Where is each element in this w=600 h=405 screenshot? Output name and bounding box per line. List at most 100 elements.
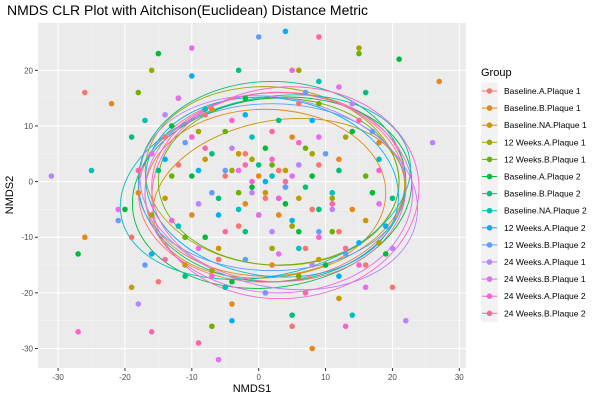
data-point — [275, 117, 282, 124]
data-point — [135, 89, 142, 96]
data-point — [262, 189, 269, 196]
data-point — [48, 173, 55, 179]
data-point — [148, 212, 155, 218]
legend-key-point — [486, 276, 493, 282]
legend-key-point — [486, 190, 493, 197]
legend-item: 24 Weeks.B.Plaque 1 — [481, 270, 586, 288]
x-tick-label: 0 — [256, 373, 261, 382]
data-point — [175, 162, 182, 168]
data-point — [182, 273, 188, 279]
ellipse-24-weeks-a-plaque-1 — [139, 95, 418, 291]
data-point — [195, 245, 202, 252]
x-tick-label: -30 — [52, 373, 64, 382]
x-tick-label: -10 — [186, 373, 198, 382]
data-point — [403, 317, 409, 324]
axes: -30 -20 -10 0 10 20 30 -30 -20 -10 0 10 20 — [21, 66, 464, 382]
data-point — [115, 217, 122, 224]
data-point — [242, 150, 249, 157]
data-point — [242, 95, 249, 101]
data-point — [329, 228, 336, 235]
data-point — [255, 212, 262, 218]
data-point — [222, 167, 229, 174]
legend-item: Baseline.A.Plaque 1 — [481, 82, 581, 100]
data-point — [296, 162, 302, 168]
data-point — [168, 123, 175, 129]
legend-key-point — [486, 88, 493, 94]
data-point — [296, 100, 302, 107]
ellipse-24-weeks-b-plaque-2 — [151, 92, 407, 283]
data-point — [148, 251, 155, 257]
data-point — [202, 112, 208, 118]
data-point — [82, 234, 88, 241]
data-point — [389, 245, 396, 252]
legend-label: Baseline.NA.Plaque 1 — [504, 120, 587, 130]
data-point — [229, 317, 235, 324]
data-point — [82, 89, 88, 96]
data-point — [349, 206, 356, 213]
data-point — [215, 195, 222, 202]
legend-label: 24 Weeks.B.Plaque 1 — [504, 274, 586, 284]
y-tick-label: -10 — [21, 233, 33, 242]
data-point — [235, 223, 242, 229]
data-point — [389, 195, 396, 202]
data-point — [362, 262, 369, 268]
data-point — [336, 295, 342, 302]
data-point — [316, 162, 322, 168]
data-point — [376, 139, 382, 146]
x-tick-label: 30 — [455, 373, 464, 382]
legend-key-point — [486, 293, 493, 300]
legend-label: Baseline.B.Plaque 2 — [504, 189, 581, 199]
data-point — [235, 206, 242, 213]
data-point — [88, 167, 95, 174]
data-point — [362, 217, 369, 224]
data-point — [356, 50, 362, 57]
data-point — [382, 223, 389, 229]
data-point — [296, 245, 302, 252]
data-point — [296, 67, 302, 74]
x-tick-label: 10 — [321, 373, 330, 382]
data-point — [148, 67, 155, 74]
data-point — [296, 139, 302, 146]
data-point — [209, 323, 215, 330]
data-point — [302, 245, 309, 252]
legend-key-point — [486, 122, 493, 128]
legend-key-point — [486, 207, 493, 214]
data-point — [162, 156, 168, 163]
data-point — [376, 201, 382, 207]
data-point — [75, 251, 81, 257]
data-point — [389, 284, 396, 291]
data-point — [296, 273, 302, 279]
legend-item: Baseline.B.Plaque 2 — [481, 185, 581, 203]
data-point — [362, 284, 369, 291]
confidence-ellipses — [119, 80, 420, 300]
data-point — [255, 162, 262, 168]
data-point — [195, 167, 202, 174]
data-point — [289, 173, 295, 179]
data-point — [329, 206, 336, 213]
data-point — [209, 106, 215, 113]
data-point — [108, 100, 115, 107]
data-point — [302, 89, 309, 96]
legend-label: 12 Weeks.A.Plaque 2 — [504, 223, 586, 233]
data-point — [289, 217, 295, 224]
data-point — [235, 167, 242, 174]
data-point — [282, 184, 289, 190]
data-point — [262, 290, 269, 296]
data-point — [242, 162, 249, 168]
legend-label: Baseline.A.Plaque 1 — [504, 86, 581, 96]
y-tick-label: 20 — [24, 66, 33, 75]
legend-label: 24 Weeks.A.Plaque 2 — [504, 291, 586, 301]
data-point — [289, 223, 295, 229]
ellipse-baseline-a-plaque-2 — [131, 96, 413, 289]
data-point — [209, 189, 215, 196]
data-point — [209, 267, 215, 274]
legend-key-point — [486, 310, 493, 317]
data-point — [235, 150, 242, 157]
data-point — [229, 145, 235, 152]
ellipse-24-weeks-a-plaque-2 — [151, 86, 420, 300]
legend-label: 24 Weeks.B.Plaque 2 — [504, 308, 586, 318]
data-point — [269, 128, 275, 135]
data-point — [189, 212, 195, 218]
legend-key-point — [486, 156, 493, 163]
